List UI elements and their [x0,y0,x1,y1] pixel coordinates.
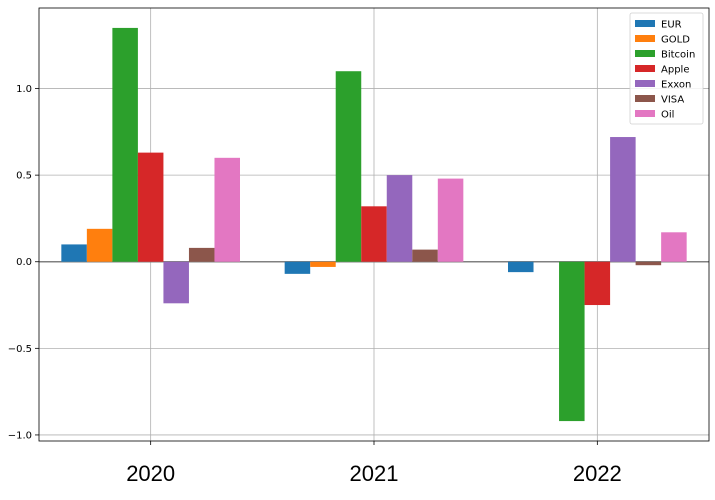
x-axis: 2020 2021 2022 [126,441,622,486]
bar-oil-2020 [214,157,240,262]
legend: EUR GOLD Bitcoin Apple Exxon VISA Oil [629,12,704,125]
bar-eur-2020 [61,244,87,262]
bar-exxon-2020 [163,261,189,304]
bar-visa-2021 [412,249,438,262]
legend-swatch-gold [635,35,655,42]
y-tick-label: −1.0 [8,430,32,441]
bar-apple-2021 [361,206,387,262]
legend-label-visa: VISA [661,95,684,106]
y-tick-label: 1.0 [16,84,32,95]
legend-swatch-visa [635,95,655,102]
bar-exxon-2022 [610,137,636,262]
bar-bitcoin-2021 [335,71,362,262]
bar-apple-2020 [137,152,164,262]
legend-label-eur: EUR [661,20,682,31]
bar-visa-2020 [188,247,215,262]
bar-visa-2022 [635,261,662,266]
bar-bitcoin-2020 [112,27,138,262]
x-tick-label: 2022 [573,461,622,486]
bar-eur-2021 [284,261,311,274]
x-tick-label: 2021 [350,461,399,486]
bar-gold-2020 [86,228,113,262]
bars [61,27,687,422]
legend-label-gold: GOLD [661,35,690,46]
legend-swatch-oil [635,110,655,117]
bar-bitcoin-2022 [559,261,585,422]
legend-label-apple: Apple [661,65,689,76]
y-tick-label: 0.5 [16,171,32,182]
legend-swatch-exxon [635,80,655,87]
bar-oil-2022 [661,232,687,262]
legend-label-oil: Oil [661,110,674,121]
legend-swatch-eur [635,20,655,27]
bar-eur-2022 [508,261,534,273]
legend-swatch-apple [635,65,655,72]
y-tick-label: −0.5 [8,344,32,355]
legend-swatch-bitcoin [635,50,655,57]
bar-gold-2021 [310,261,336,267]
legend-label-bitcoin: Bitcoin [661,50,695,61]
y-tick-label: 0.0 [16,257,32,268]
legend-label-exxon: Exxon [661,80,691,91]
bar-apple-2022 [584,261,611,306]
y-axis: 1.0 0.5 0.0 −0.5 −1.0 [8,84,39,441]
bar-oil-2021 [437,178,464,262]
bar-exxon-2021 [386,175,413,262]
x-tick-label: 2020 [126,461,175,486]
